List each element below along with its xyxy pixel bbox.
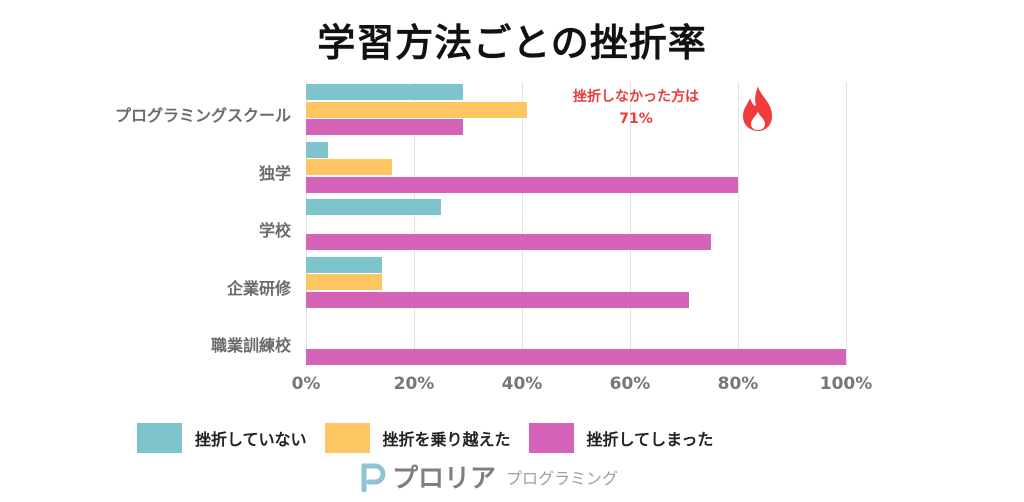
logo-p-icon — [361, 463, 386, 492]
legend-label: 挫折していない — [195, 430, 307, 449]
bar — [306, 274, 382, 290]
legend-label: 挫折してしまった — [586, 430, 714, 449]
logo-main-text: プロリア — [392, 464, 497, 494]
gridline — [630, 82, 631, 366]
x-tick-label: 60% — [609, 374, 651, 394]
bar — [306, 349, 846, 365]
gridline — [414, 82, 415, 366]
legend-label: 挫折を乗り越えた — [382, 430, 511, 449]
x-tick-label: 0% — [291, 374, 321, 394]
bar — [306, 101, 528, 118]
category-label: 学校 — [258, 221, 291, 240]
x-tick-label: 40% — [501, 374, 543, 394]
legend: 挫折していない 挫折を乗り越えた 挫折してしまった — [137, 423, 731, 453]
bar — [306, 119, 463, 135]
bar — [306, 256, 382, 273]
x-tick-label: 80% — [717, 374, 759, 394]
category-label: 企業研修 — [226, 278, 291, 298]
annotation-line1: 挫折しなかった方は — [573, 89, 699, 105]
gridline — [846, 82, 847, 366]
category-label: 職業訓練校 — [210, 336, 291, 355]
legend-swatch-gave-up — [528, 423, 574, 453]
legend-swatch-overcame — [324, 423, 370, 453]
gridline — [522, 82, 523, 366]
plot-area — [306, 82, 847, 366]
x-tick-label: 100% — [819, 374, 873, 394]
brand-logo: プロリア プログラミング — [360, 458, 618, 495]
bar — [306, 84, 463, 100]
bar — [306, 176, 738, 193]
category-label: プログラミングスクール — [114, 106, 291, 125]
gridline — [738, 82, 739, 366]
category-label: 独学 — [258, 163, 291, 183]
x-tick-label: 20% — [393, 374, 435, 394]
logo-sub-text: プログラミング — [506, 468, 619, 488]
annotation-line2: 71% — [619, 111, 653, 127]
bar — [306, 159, 393, 175]
bar — [306, 141, 328, 158]
annotation: 挫折しなかった方は 71% — [546, 86, 726, 130]
bar — [306, 291, 690, 308]
bar — [306, 199, 441, 215]
bar — [306, 234, 711, 250]
gridline — [306, 82, 307, 366]
legend-swatch-not-frustrated — [137, 423, 182, 453]
fire-icon — [738, 84, 778, 136]
chart-title: 学習方法ごとの挫折率 — [317, 21, 707, 65]
